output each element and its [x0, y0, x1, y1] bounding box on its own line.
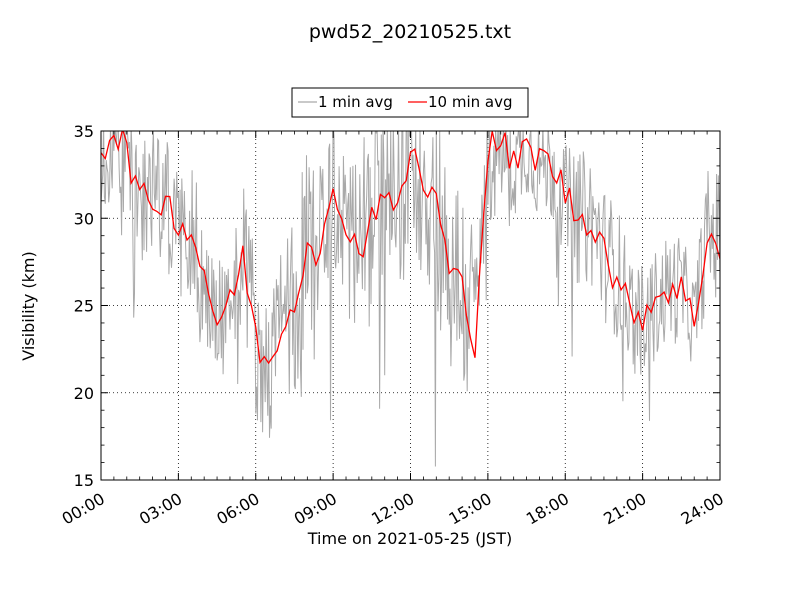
- gridlines: [101, 131, 720, 480]
- y-tick-label: 35: [74, 122, 94, 141]
- x-tick-label: 12:00: [368, 489, 417, 529]
- legend-label-1min: 1 min avg: [318, 93, 393, 111]
- x-tick-label: 15:00: [445, 489, 494, 529]
- series-line-10min-avg: [101, 131, 720, 365]
- plot-series: [101, 131, 720, 467]
- y-tick-label: 30: [74, 209, 94, 228]
- chart-title: pwd52_20210525.txt: [309, 21, 511, 43]
- y-tick-label: 15: [74, 471, 94, 490]
- y-tick-label: 20: [74, 384, 94, 403]
- ticks: [100, 130, 721, 481]
- y-axis-label: Visibility (km): [19, 251, 38, 360]
- x-axis-label: Time on 2021-05-25 (JST): [307, 529, 512, 548]
- x-tick-label: 21:00: [600, 489, 649, 529]
- x-tick-label: 24:00: [678, 489, 727, 529]
- x-tick-label: 18:00: [523, 489, 572, 529]
- legend-label-10min: 10 min avg: [428, 93, 513, 111]
- series-line-1min-avg: [101, 131, 720, 467]
- y-tick-label: 25: [74, 297, 94, 316]
- legend: 1 min avg 10 min avg: [291, 87, 529, 118]
- x-tick-label: 00:00: [59, 489, 108, 529]
- x-tick-label: 06:00: [213, 489, 262, 529]
- x-tick-label: 09:00: [291, 489, 340, 529]
- x-tick-label: 03:00: [136, 489, 185, 529]
